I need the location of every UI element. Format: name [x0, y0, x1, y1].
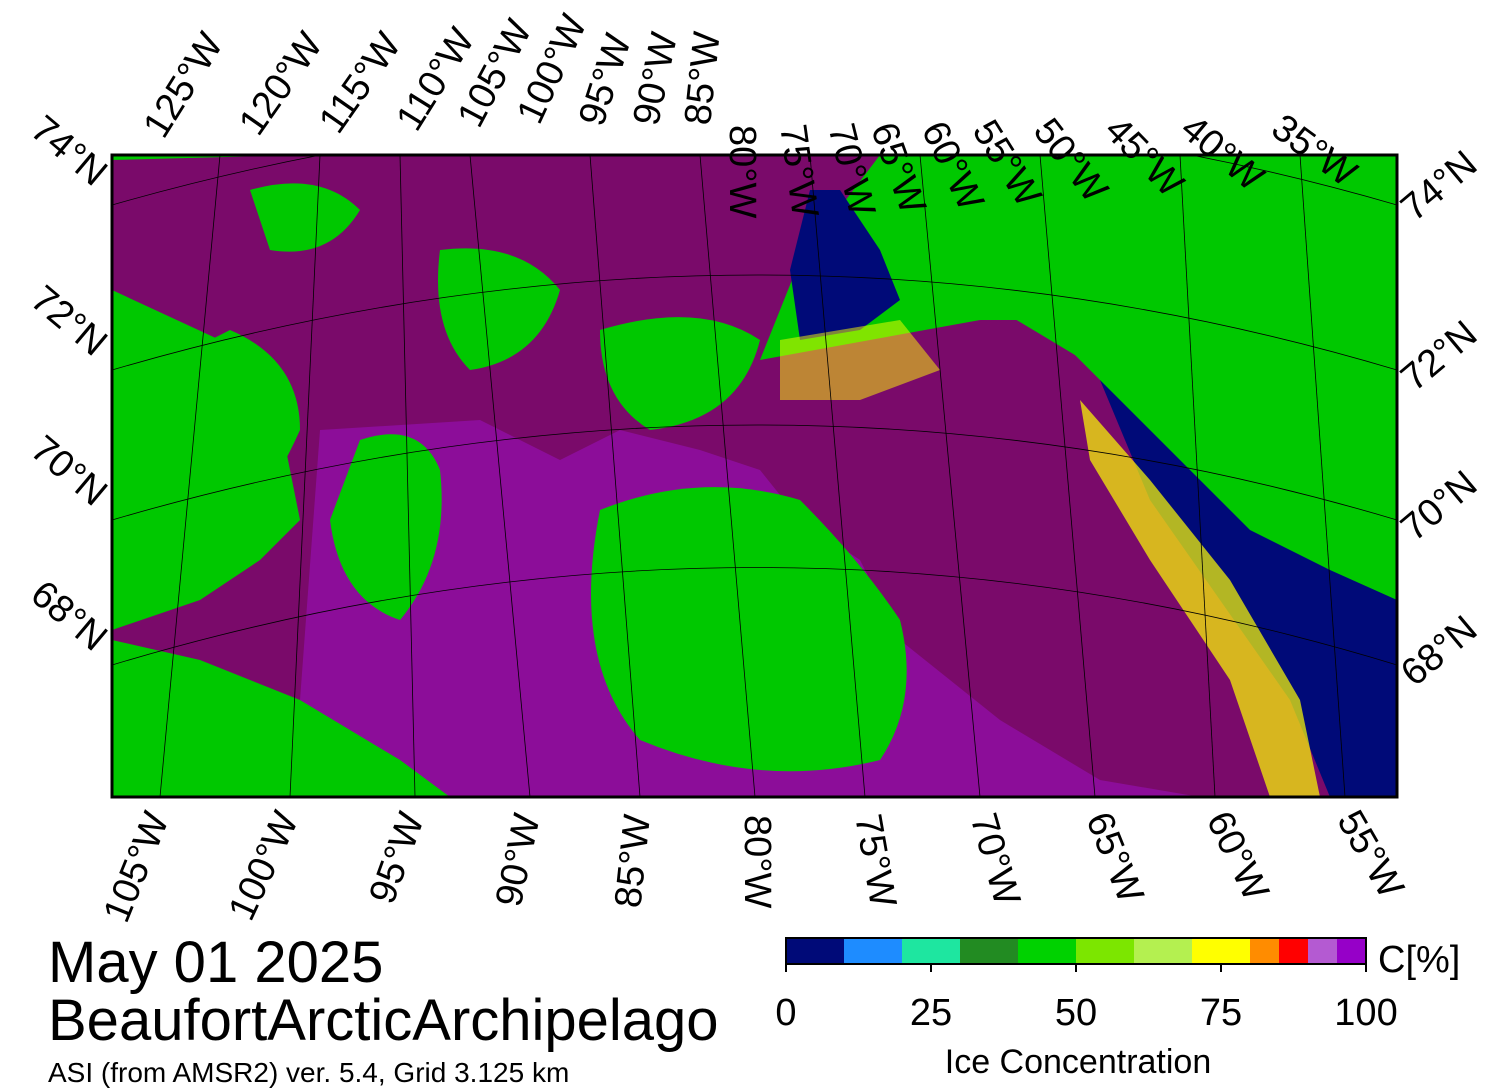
island [591, 487, 907, 772]
colorbar-segment [844, 938, 902, 964]
graticule-label: 74°N [23, 108, 115, 195]
graticule-label: 125°W [136, 26, 232, 145]
colorbar-segment [1134, 938, 1192, 964]
graticule-label: 68°N [1393, 608, 1485, 695]
island [438, 248, 560, 370]
source: ASI (from AMSR2) ver. 5.4, Grid 3.125 km [48, 1057, 569, 1088]
graticule-label: 120°W [231, 25, 331, 143]
colorbar-tick-label: 50 [1055, 992, 1097, 1034]
graticule-label: 70°N [1393, 463, 1485, 550]
graticule-label: 75°W [846, 811, 904, 910]
island [250, 183, 360, 252]
island [330, 434, 442, 620]
graticule-label: 68°N [23, 573, 115, 660]
open-water [1100, 380, 1397, 797]
graticule-label: 72°N [23, 278, 115, 365]
open-water [790, 190, 900, 340]
colorbar-segment [1337, 938, 1366, 964]
ice-edge [780, 320, 940, 400]
map-area [112, 155, 1397, 797]
graticule-label: 70°W [962, 809, 1028, 910]
graticule-label: 65°W [1077, 806, 1151, 908]
colorbar-segment [1076, 938, 1134, 964]
island [112, 330, 300, 567]
colorbar-segment [1018, 938, 1076, 964]
region: BeaufortArcticArchipelago [48, 988, 719, 1053]
colorbar-tick-label: 0 [775, 992, 796, 1034]
colorbar-segment [1250, 938, 1279, 964]
colorbar-segment [902, 938, 960, 964]
island [600, 317, 760, 430]
graticule-label: 90°W [488, 810, 549, 910]
colorbar-title: Ice Concentration [945, 1043, 1212, 1081]
graticule-label: 55°W [1329, 804, 1412, 906]
graticule-label: 74°N [1393, 143, 1485, 230]
graticule-label: 85°W [677, 30, 729, 127]
graticule-label: 72°N [1393, 313, 1485, 400]
graticule-label: 70°N [23, 428, 115, 515]
colorbar-segment [1279, 938, 1308, 964]
date: May 01 2025 [48, 930, 383, 995]
graticule-label: 95°W [361, 807, 432, 909]
ice-edge [1080, 400, 1320, 797]
graticule-label: 100°W [221, 805, 307, 927]
colorbar-segment [1192, 938, 1250, 964]
colorbar-segment [786, 938, 844, 964]
graticule-label: 115°W [311, 25, 410, 141]
colorbar-segment [960, 938, 1018, 964]
colorbar-segment [1308, 938, 1337, 964]
graticule-label: 80°W [736, 815, 778, 908]
colorbar-tick-label: 25 [910, 992, 952, 1034]
graticule-label: 85°W [607, 812, 659, 909]
graticule [112, 155, 1397, 797]
graticule-label: 105°W [96, 806, 178, 928]
map-frame [110, 153, 1399, 799]
graticule-label: 80°W [721, 125, 763, 218]
colorbar-unit: C[%] [1378, 939, 1460, 981]
colorbar-tick-label: 100 [1334, 992, 1397, 1034]
mainland [112, 640, 450, 797]
graticule-label: 60°W [1198, 805, 1277, 907]
colorbar-tick-label: 75 [1200, 992, 1242, 1034]
greenland [880, 155, 1397, 560]
